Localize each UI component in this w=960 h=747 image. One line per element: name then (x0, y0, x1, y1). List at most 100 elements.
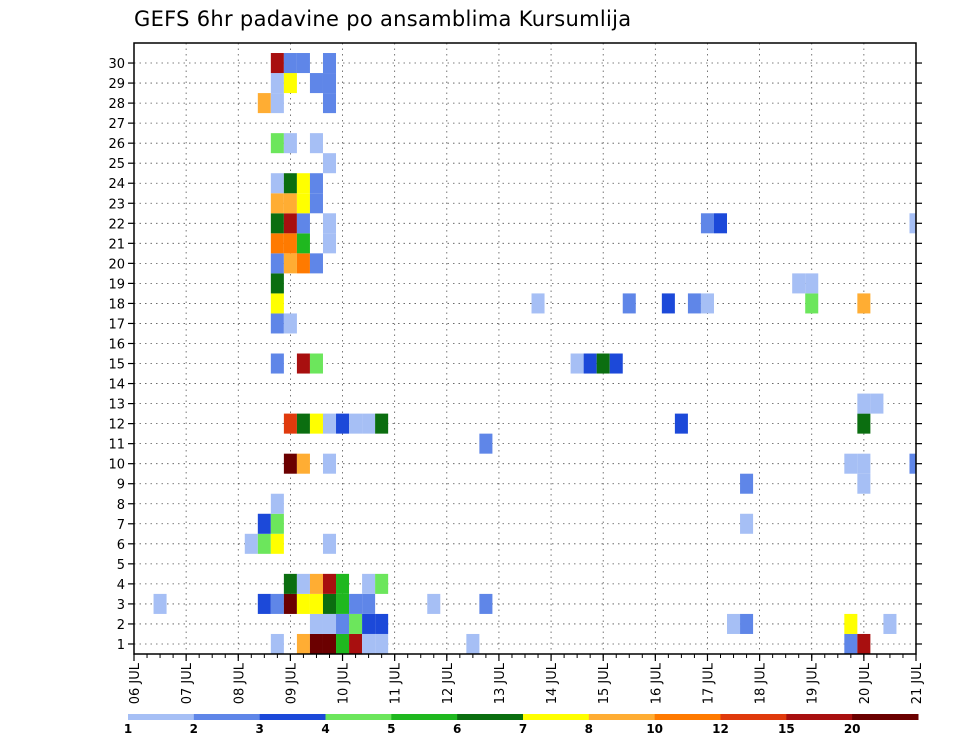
colorbar-label: 10 (646, 722, 663, 736)
precip-cell (857, 633, 871, 654)
precip-cell (857, 453, 871, 474)
data-cells (153, 53, 916, 654)
precip-cell (322, 153, 337, 174)
ytick-label: 20 (108, 257, 125, 272)
ytick-label: 16 (108, 337, 125, 352)
ytick-label: 13 (108, 398, 125, 413)
precip-cell (309, 353, 323, 374)
colorbar-swatch (128, 714, 195, 720)
ytick-label: 29 (108, 77, 125, 92)
precip-cell (296, 573, 310, 594)
precip-cell (322, 213, 337, 234)
precip-cell (479, 433, 493, 454)
ytick-label: 10 (108, 458, 125, 473)
precip-cell (296, 213, 310, 234)
ytick-label: 6 (117, 538, 125, 553)
precip-cell (309, 633, 323, 654)
xtick-label: 10 JUL (337, 662, 352, 704)
colorbar-label: 15 (778, 722, 795, 736)
xtick-label: 18 JUL (754, 662, 769, 704)
precip-cell (296, 173, 310, 194)
colorbar-label: 4 (321, 722, 329, 736)
precip-cell (349, 593, 363, 614)
precip-cell (309, 613, 323, 634)
precip-cell (362, 613, 376, 634)
precip-cell (740, 613, 754, 634)
precip-cell (466, 633, 480, 654)
precip-cell (270, 53, 284, 74)
ytick-label: 15 (108, 358, 125, 373)
precip-cell (270, 213, 284, 234)
precip-cell (270, 273, 284, 294)
ytick-label: 9 (117, 478, 125, 493)
precip-cell (270, 293, 284, 314)
precip-cell (375, 413, 389, 434)
precip-cell (322, 453, 337, 474)
precip-cell (792, 273, 806, 294)
grid-layer (133, 43, 917, 654)
precip-cell (270, 513, 284, 534)
ytick-label: 17 (108, 317, 125, 332)
ytick-label: 12 (108, 418, 125, 433)
precip-cell (309, 573, 323, 594)
precip-cell (257, 593, 271, 614)
precip-cell (296, 193, 310, 214)
precip-cell (296, 593, 310, 614)
precip-cell (283, 253, 297, 274)
ytick-label: 21 (108, 237, 125, 252)
colorbar-swatch (786, 714, 853, 720)
precip-cell (700, 293, 714, 314)
precip-cell (296, 633, 310, 654)
precip-cell (805, 273, 819, 294)
precip-cell (349, 413, 363, 434)
colorbar-legend: 1 2 3 4 5 6 7 8 10 12 15 20 (124, 714, 919, 736)
precip-cell (805, 293, 819, 314)
precip-cell (270, 133, 284, 154)
precip-cell (270, 73, 284, 94)
xtick-label: 17 JUL (701, 662, 716, 704)
colorbar-label: 3 (255, 722, 263, 736)
xtick-label: 16 JUL (649, 662, 664, 704)
precip-cell (844, 613, 858, 634)
precip-cell (270, 313, 284, 334)
precip-cell (322, 573, 337, 594)
precip-cell (349, 613, 363, 634)
colorbar-swatch (325, 714, 392, 720)
precip-cell (270, 633, 284, 654)
precip-cell (309, 193, 323, 214)
ytick-label: 19 (108, 277, 125, 292)
xtick-label: 09 JUL (284, 662, 299, 704)
axes: 1234567891011121314151617181920212223242… (108, 42, 925, 704)
precip-cell (322, 53, 337, 74)
colorbar-swatch (654, 714, 721, 720)
precip-cell (270, 233, 284, 254)
colorbar-swatch (588, 714, 656, 720)
precip-cell (349, 633, 363, 654)
precip-cell (283, 573, 297, 594)
precip-cell (296, 453, 310, 474)
precip-cell (283, 213, 297, 234)
chart-title: GEFS 6hr padavine po ansamblima Kursumli… (134, 7, 631, 31)
precip-cell (375, 613, 389, 634)
ytick-label: 1 (117, 638, 125, 653)
precip-cell (153, 593, 167, 614)
precip-cell (270, 533, 284, 554)
precip-cell (336, 413, 350, 434)
colorbar-label: 2 (190, 722, 198, 736)
precip-cell (309, 413, 323, 434)
precip-cell (322, 593, 337, 614)
precip-cell (270, 93, 284, 114)
precip-cell (687, 293, 701, 314)
precip-cell (857, 393, 871, 414)
ytick-label: 28 (108, 97, 125, 112)
precip-cell (322, 533, 337, 554)
precip-cell (270, 173, 284, 194)
colorbar-swatch (457, 714, 524, 720)
precip-cell (270, 493, 284, 514)
precip-cell (283, 413, 297, 434)
precip-cell (322, 413, 337, 434)
ytick-label: 14 (108, 378, 125, 393)
precip-cell (857, 413, 871, 434)
